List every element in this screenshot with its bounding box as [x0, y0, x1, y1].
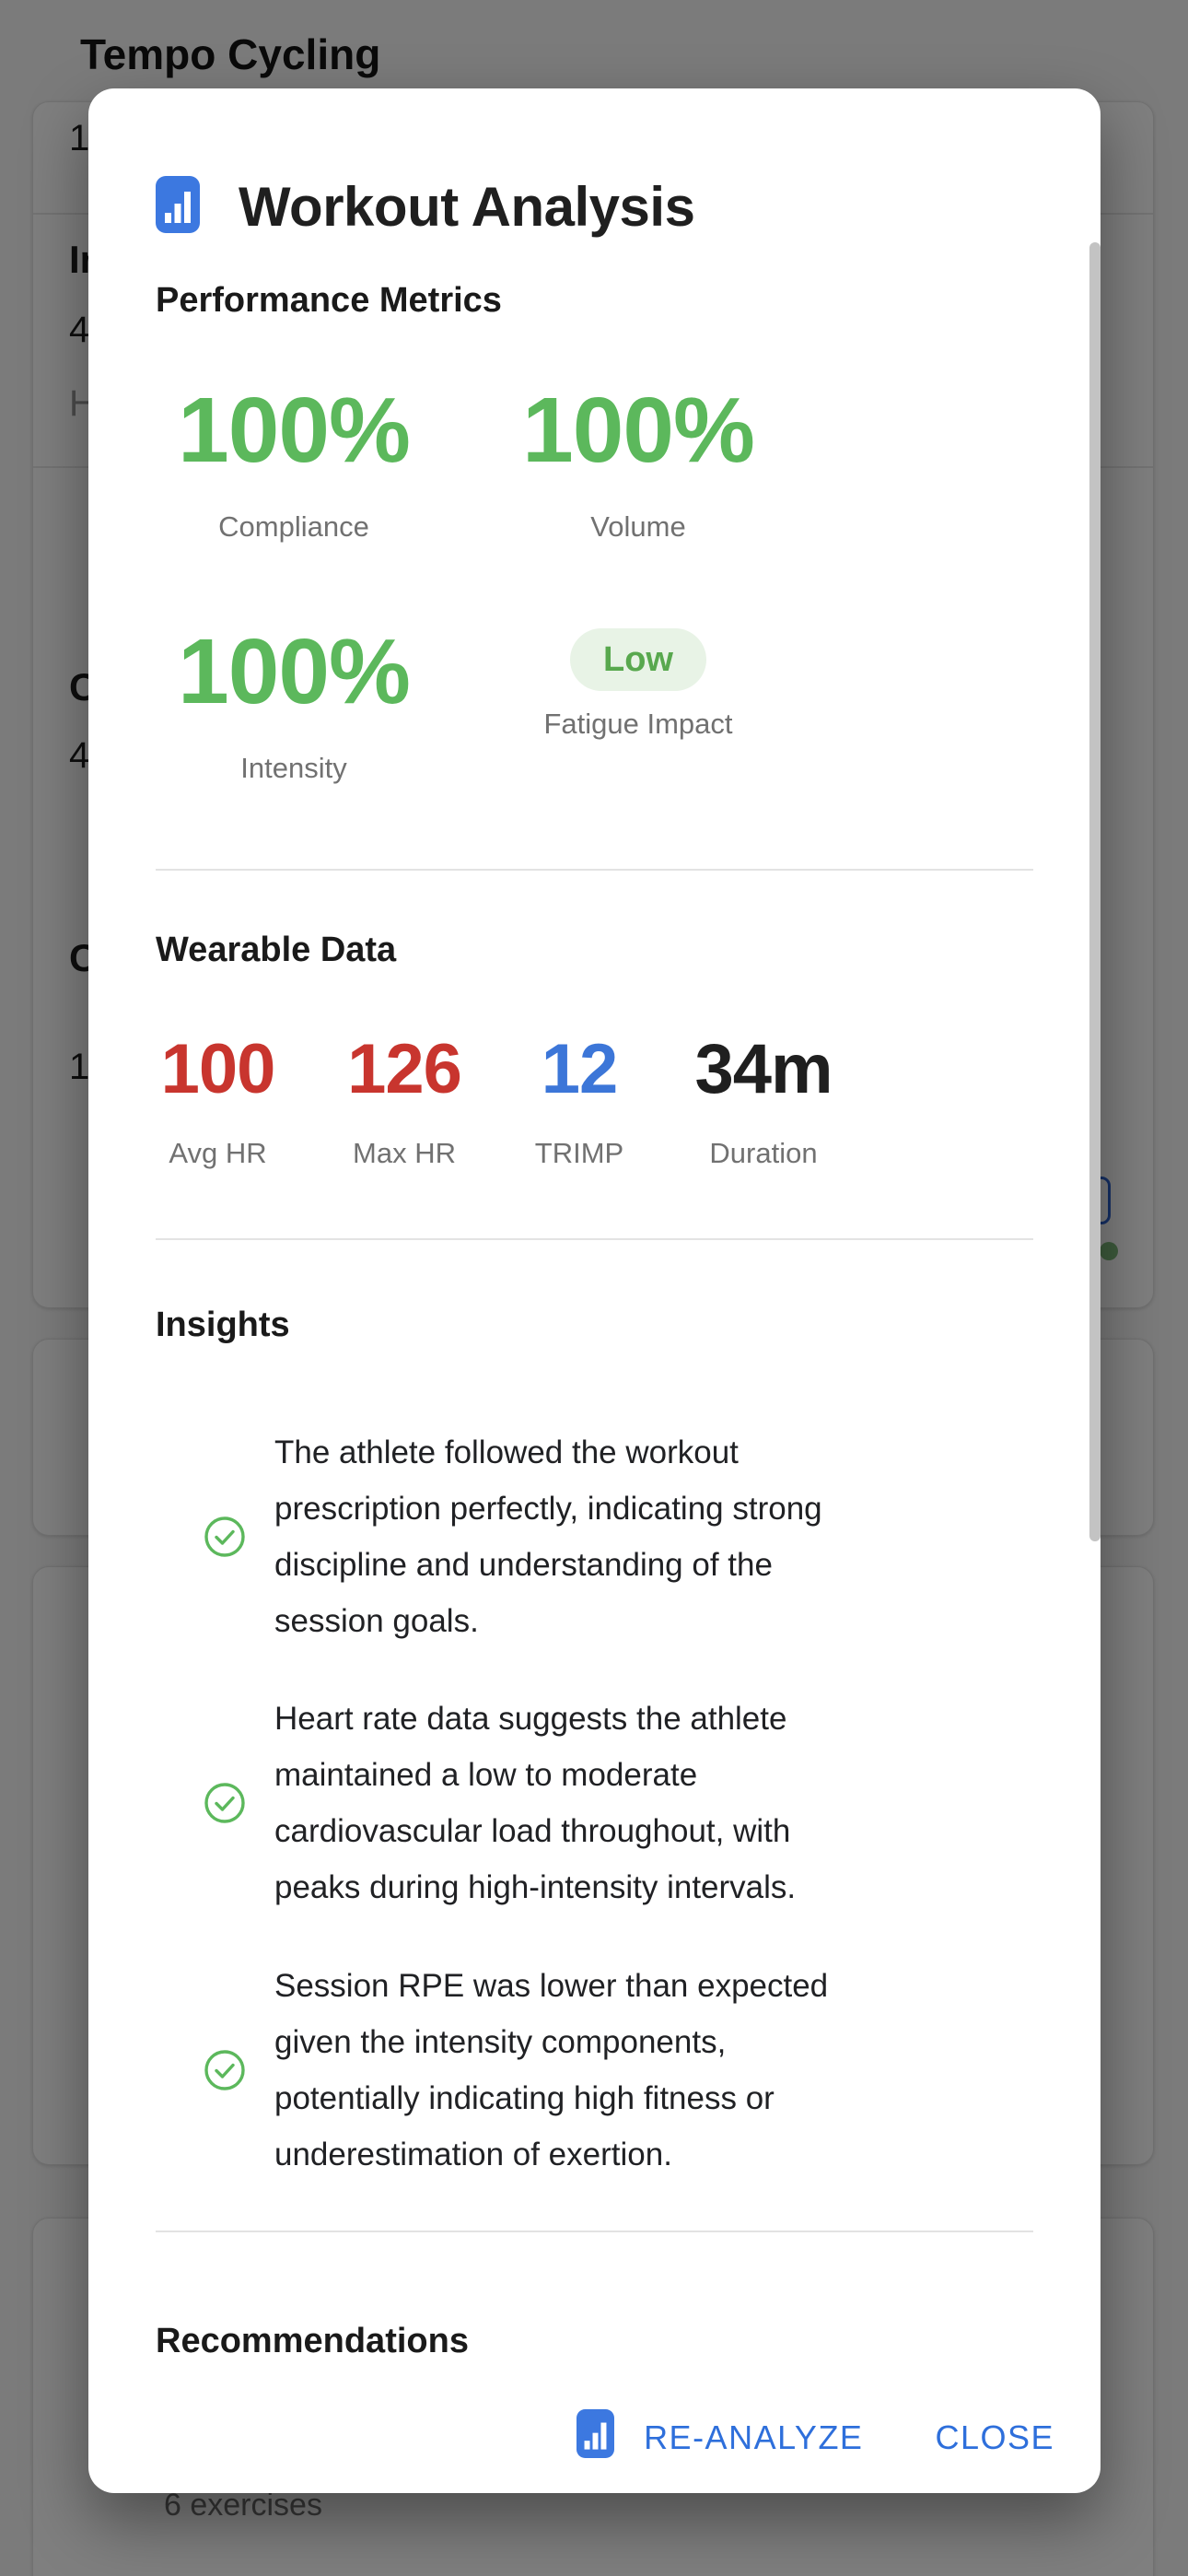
close-button[interactable]: CLOSE: [935, 2418, 1054, 2457]
section-divider: [156, 1238, 1033, 1240]
dialog-actions: RE-ANALYZE CLOSE: [88, 2399, 1101, 2476]
performance-metrics-row: 100% Intensity Low Fatigue Impact: [156, 621, 1033, 787]
fatigue-low-badge: Low: [570, 628, 706, 691]
dialog-header: Workout Analysis: [88, 88, 1101, 239]
insight-item: Session RPE was lower than expected give…: [156, 1958, 1033, 2183]
insight-text: Session RPE was lower than expected give…: [274, 1968, 829, 2172]
metric-compliance: 100% Compliance: [156, 380, 432, 545]
re-analyze-label: RE-ANALYZE: [644, 2418, 864, 2456]
metric-value: 100%: [522, 379, 755, 482]
dialog-title: Workout Analysis: [239, 176, 695, 238]
wearable-data-row: 100 Avg HR 126 Max HR 12 TRIMP 34m Durat…: [156, 1030, 1033, 1172]
performance-metrics-row: 100% Compliance 100% Volume: [156, 380, 1033, 545]
recommendations-heading: Recommendations: [156, 2322, 469, 2360]
metric-volume: 100% Volume: [500, 380, 776, 545]
metric-avg-hr: 100 Avg HR: [156, 1030, 280, 1172]
metric-value: 12: [541, 1030, 619, 1108]
metric-label: Duration: [709, 1137, 818, 1169]
dialog-body: Performance Metrics 100% Compliance 100%…: [88, 239, 1101, 2362]
metric-label: TRIMP: [534, 1137, 624, 1169]
metric-value: 100%: [178, 379, 411, 482]
section-divider: [156, 869, 1033, 871]
dialog-scrollbar[interactable]: [1089, 242, 1101, 1541]
wearable-data-heading: Wearable Data: [156, 931, 397, 969]
metric-fatigue-impact: Low Fatigue Impact: [500, 621, 776, 743]
analytics-icon: [577, 2409, 615, 2466]
metric-value: 100: [160, 1030, 276, 1108]
insights-heading: Insights: [156, 1306, 290, 1344]
metric-trimp: 12 TRIMP: [529, 1030, 630, 1172]
metric-intensity: 100% Intensity: [156, 621, 432, 787]
insight-item: Heart rate data suggests the athlete mai…: [156, 1691, 1033, 1915]
metric-value: 34m: [694, 1030, 833, 1108]
metric-value: 100%: [178, 620, 411, 723]
fatigue-badge-wrap: Low: [500, 628, 776, 691]
metric-max-hr: 126 Max HR: [344, 1030, 464, 1172]
insight-text: Heart rate data suggests the athlete mai…: [274, 1701, 797, 1905]
section-divider: [156, 2231, 1033, 2232]
re-analyze-button[interactable]: RE-ANALYZE: [577, 2409, 863, 2466]
check-circle-icon: [203, 1515, 247, 1559]
metric-duration: 34m Duration: [694, 1030, 833, 1172]
metric-value: 126: [347, 1030, 462, 1108]
workout-analysis-dialog: Workout Analysis Performance Metrics 100…: [88, 88, 1101, 2493]
performance-metrics-heading: Performance Metrics: [156, 281, 502, 320]
metric-label: Fatigue Impact: [543, 708, 733, 740]
insight-item: The athlete followed the workout prescri…: [156, 1424, 1033, 1649]
metric-label: Volume: [590, 510, 686, 543]
metric-label: Compliance: [218, 510, 369, 543]
metric-label: Avg HR: [169, 1137, 267, 1169]
analytics-icon: [156, 176, 200, 238]
metric-label: Intensity: [240, 752, 347, 784]
close-label: CLOSE: [935, 2418, 1054, 2456]
insight-text: The athlete followed the workout prescri…: [274, 1434, 822, 1639]
check-circle-icon: [203, 1781, 247, 1825]
metric-label: Max HR: [353, 1137, 456, 1169]
check-circle-icon: [203, 2048, 247, 2092]
